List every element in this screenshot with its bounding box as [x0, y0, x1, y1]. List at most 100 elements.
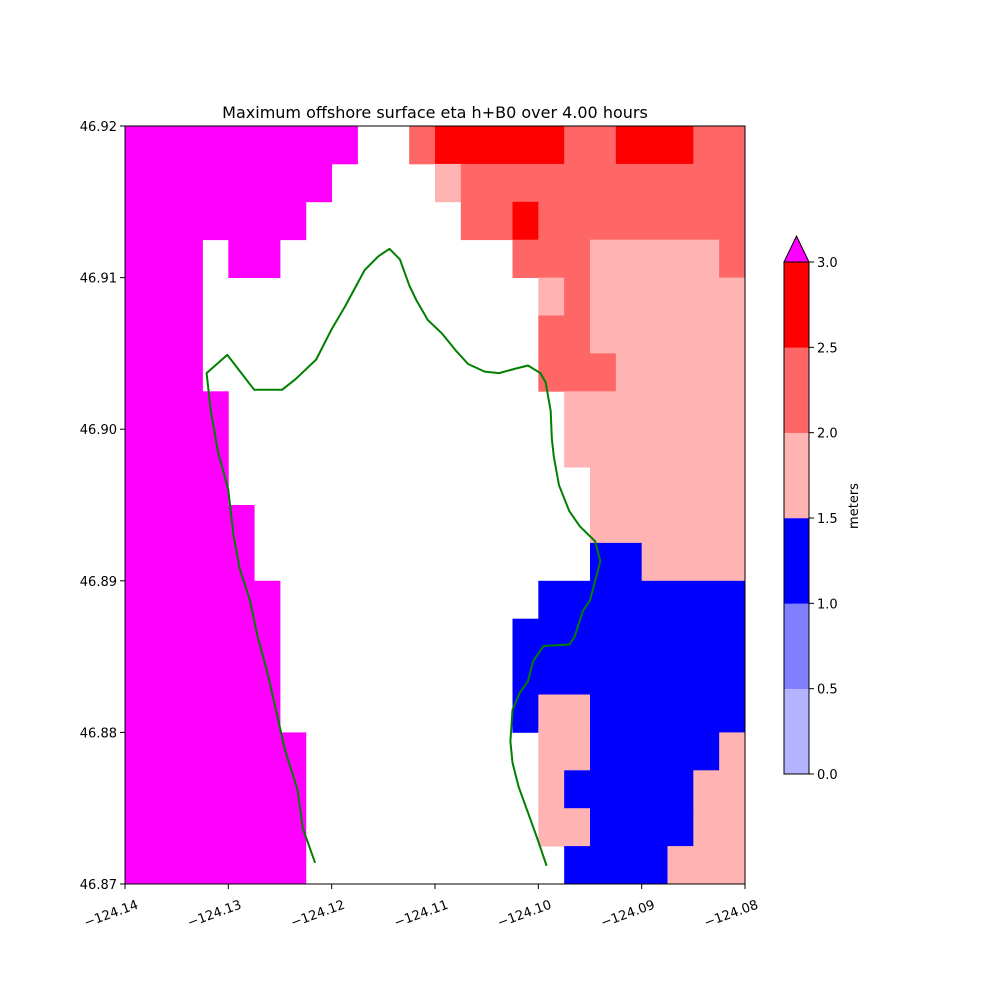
- heatmap-cell: [693, 467, 720, 506]
- heatmap-cell: [641, 467, 668, 506]
- heatmap-cell: [177, 12, 203, 50]
- heatmap-cell: [486, 163, 513, 203]
- heatmap-cell: [615, 467, 643, 506]
- heatmap-cell: [151, 50, 177, 88]
- heatmap-cell: [150, 542, 178, 582]
- heatmap-cell: [202, 542, 229, 582]
- heatmap-cell: [512, 126, 539, 165]
- colorbar-band: [784, 518, 809, 604]
- heatmap-cell: [176, 467, 203, 506]
- heatmap-cell: [435, 163, 462, 203]
- heatmap-cell: [564, 656, 591, 695]
- heatmap-cell: [641, 391, 668, 430]
- heatmap-cell: [150, 618, 178, 657]
- heatmap-cell: [693, 12, 719, 50]
- heatmap-cell: [538, 12, 564, 50]
- heatmap-cell: [435, 50, 461, 88]
- heatmap-cell: [693, 429, 720, 468]
- heatmap-cell: [358, 12, 384, 50]
- heatmap-cell: [641, 846, 668, 884]
- heatmap-cell: [125, 732, 152, 771]
- heatmap-cell: [461, 12, 487, 50]
- heatmap-cell: [461, 50, 487, 88]
- heatmap-cell: [538, 353, 565, 392]
- heatmap-cell: [150, 656, 178, 695]
- heatmap-cell: [667, 315, 694, 354]
- heatmap-cell: [176, 239, 203, 278]
- heatmap-cell: [176, 163, 203, 203]
- heatmap-cell: [719, 580, 745, 620]
- heatmap-cell: [512, 201, 539, 241]
- heatmap-cell: [202, 467, 229, 506]
- heatmap-cell: [615, 580, 643, 620]
- heatmap-cell: [358, 50, 384, 88]
- heatmap-cell: [590, 353, 617, 392]
- heatmap-cell: [693, 239, 720, 278]
- heatmap-cell: [125, 50, 151, 88]
- colorbar: 0.0 0.5 1.0 1.5 2.0 2.5 3.0 meters: [783, 234, 862, 783]
- heatmap-cell: [693, 201, 720, 241]
- heatmap-cell: [667, 656, 694, 695]
- heatmap-cell: [719, 429, 745, 468]
- heatmap-cell: [641, 580, 668, 620]
- heatmap-cell: [176, 353, 203, 392]
- colorbar-tick-label: 1.0: [817, 597, 838, 612]
- heatmap-cell: [202, 808, 229, 847]
- heatmap-cell: [125, 163, 152, 203]
- heatmap-cell: [176, 770, 203, 809]
- heatmap-cell: [150, 467, 178, 506]
- heatmap-cell: [590, 505, 617, 544]
- heatmap-cell: [538, 315, 565, 354]
- colorbar-band: [784, 688, 809, 775]
- heatmap-cell: [719, 239, 745, 278]
- heatmap-cell: [125, 391, 152, 430]
- heatmap-cell: [176, 732, 203, 771]
- heatmap-cell: [641, 277, 668, 316]
- heatmap-cell: [512, 239, 539, 278]
- heatmap-cell: [460, 163, 488, 203]
- heatmap-cell: [202, 770, 229, 809]
- heatmap-cell: [228, 732, 255, 771]
- heatmap-cell: [564, 732, 591, 771]
- heatmap-cell: [538, 656, 565, 695]
- heatmap-cell: [719, 846, 745, 884]
- heatmap-cell: [125, 846, 152, 884]
- heatmap-cell: [512, 618, 539, 657]
- heatmap-cell: [331, 126, 358, 165]
- heatmap-cell: [125, 201, 152, 241]
- heatmap-cell: [719, 808, 745, 847]
- heatmap-cell: [590, 239, 617, 278]
- heatmap-cell: [616, 12, 642, 50]
- heatmap-cell: [719, 656, 745, 695]
- heatmap-cell: [150, 126, 178, 165]
- heatmap-cell: [176, 126, 203, 165]
- heatmap-cell: [176, 694, 203, 733]
- heatmap-cell: [667, 126, 694, 165]
- heatmap-cell: [590, 694, 617, 733]
- heatmap-cell: [590, 429, 617, 468]
- heatmap-cell: [228, 163, 255, 203]
- heatmap-cell: [590, 391, 617, 430]
- heatmap-cell: [177, 50, 203, 88]
- heatmap-cell: [719, 391, 745, 430]
- heatmap-cell: [641, 732, 668, 771]
- y-tick-label: 46.89: [80, 575, 117, 590]
- heatmap-cell: [254, 126, 281, 165]
- heatmap-cell: [590, 163, 617, 203]
- heatmap-cell: [435, 126, 462, 165]
- heatmap-cell: [693, 618, 720, 657]
- heatmap-cell: [590, 467, 617, 506]
- heatmap-cell: [280, 126, 307, 165]
- heatmap-cell: [125, 656, 152, 695]
- heatmap-cell: [151, 12, 177, 50]
- x-tick-label: −124.14: [82, 898, 140, 931]
- heatmap-cell: [590, 126, 617, 165]
- heatmap-cell: [176, 429, 203, 468]
- heatmap-cell: [125, 694, 152, 733]
- coastline-layer: [205, 247, 602, 867]
- heatmap-cell: [332, 12, 358, 50]
- heatmap-cell: [668, 12, 694, 50]
- heatmap-cell: [125, 580, 152, 620]
- heatmap-cell: [486, 126, 513, 165]
- heatmap-cell: [693, 163, 720, 203]
